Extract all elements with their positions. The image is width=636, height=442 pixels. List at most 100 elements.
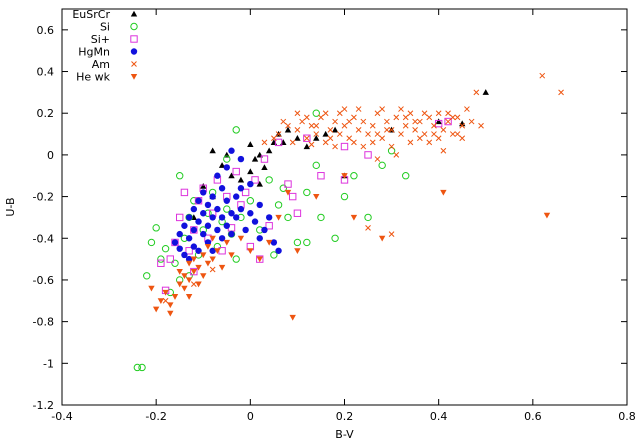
- point-eusrcr: [303, 143, 311, 150]
- point-hgmn: [209, 247, 216, 254]
- point-hgmn: [185, 255, 193, 263]
- point-am: [407, 139, 414, 146]
- point-si: [317, 213, 325, 222]
- point-he-wk: [181, 285, 188, 292]
- point-he-wk: [275, 214, 282, 221]
- point-eusrcr: [251, 155, 259, 162]
- point-am: [294, 127, 301, 133]
- point-am: [275, 131, 282, 137]
- point-he-wk: [265, 239, 273, 246]
- point-hgmn: [190, 243, 198, 250]
- point-am: [261, 139, 268, 146]
- point-am: [416, 135, 423, 142]
- point-am: [289, 139, 296, 146]
- point-am: [388, 143, 395, 150]
- point-hgmn: [200, 210, 207, 217]
- y-tick-label: -1: [43, 357, 54, 370]
- point-eusrcr: [280, 139, 287, 145]
- point-am: [398, 131, 404, 137]
- point-am: [449, 131, 456, 137]
- point-he-wk: [200, 252, 207, 259]
- point-si: [223, 155, 231, 163]
- point-hgmn: [237, 185, 245, 192]
- point-eusrcr: [261, 164, 268, 170]
- point-am: [412, 127, 418, 133]
- point-am: [280, 118, 287, 125]
- point-si: [161, 244, 170, 253]
- point-am: [468, 118, 475, 125]
- point-am: [336, 131, 343, 137]
- point-he-wk: [289, 314, 296, 321]
- point-am: [285, 122, 291, 129]
- point-am: [402, 122, 409, 129]
- point-eusrcr: [284, 126, 292, 133]
- point-eusrcr: [294, 135, 301, 141]
- point-si: [143, 272, 151, 280]
- point-am: [445, 118, 451, 125]
- point-si: [284, 180, 292, 188]
- point-am: [379, 135, 386, 142]
- point-am: [374, 131, 381, 137]
- legend-label-si: Si+: [91, 33, 110, 46]
- x-tick-label: 0.4: [430, 410, 448, 423]
- point-he-wk: [152, 306, 160, 313]
- point-am: [322, 110, 329, 117]
- point-si: [241, 188, 250, 197]
- point-he-wk: [543, 212, 551, 219]
- point-si: [157, 259, 165, 267]
- point-hgmn: [218, 235, 226, 242]
- point-am: [299, 118, 305, 125]
- point-eusrcr: [331, 126, 339, 133]
- point-eusrcr: [322, 130, 329, 137]
- point-am: [346, 135, 353, 142]
- point-hgmn: [200, 230, 207, 238]
- point-si: [166, 255, 174, 263]
- point-am: [459, 135, 466, 142]
- point-hgmn: [233, 214, 240, 221]
- point-am: [365, 131, 371, 137]
- point-si: [402, 172, 410, 180]
- point-he-wk: [185, 277, 193, 284]
- point-he-wk: [162, 289, 169, 296]
- point-hgmn: [265, 214, 273, 221]
- point-hgmn: [270, 239, 278, 246]
- point-hgmn: [261, 226, 268, 234]
- series-hgmn: [171, 147, 282, 263]
- y-tick-label: -0.2: [33, 191, 54, 204]
- y-tick-label: 0.6: [37, 24, 55, 37]
- point-am: [435, 135, 442, 142]
- data-points: [133, 72, 564, 372]
- point-si: [138, 363, 146, 372]
- point-si: [185, 247, 193, 255]
- point-si: [171, 259, 179, 267]
- point-he-wk: [341, 173, 348, 179]
- point-am: [308, 122, 315, 129]
- point-hgmn: [214, 172, 221, 179]
- point-si: [274, 201, 283, 209]
- point-hgmn: [256, 201, 263, 209]
- point-si: [232, 255, 240, 263]
- point-si: [279, 184, 287, 192]
- point-si: [251, 176, 259, 184]
- axis-ticks: -0.4 -0.2 0 0.2 0.4 0.6 0.8 -1.2 -1 -0.8 -0.6 -0.4 -…: [33, 9, 636, 423]
- point-am: [355, 106, 362, 112]
- point-si: [364, 213, 372, 222]
- legend-label-hgmn: HgMn: [78, 46, 110, 59]
- point-eusrcr: [256, 180, 263, 187]
- point-he-wk: [157, 298, 165, 304]
- point-he-wk: [350, 214, 358, 221]
- point-eusrcr: [247, 141, 254, 148]
- point-si: [303, 134, 311, 142]
- series-he-wk: [148, 173, 551, 321]
- point-si: [265, 176, 273, 184]
- point-he-wk: [185, 260, 193, 267]
- point-eusrcr: [256, 151, 263, 158]
- point-am: [351, 114, 357, 121]
- point-hgmn: [190, 205, 198, 213]
- y-tick-label: 0.2: [37, 107, 55, 120]
- point-eusrcr: [218, 162, 226, 168]
- point-si: [157, 255, 165, 263]
- point-am: [332, 118, 338, 125]
- point-si: [147, 238, 156, 247]
